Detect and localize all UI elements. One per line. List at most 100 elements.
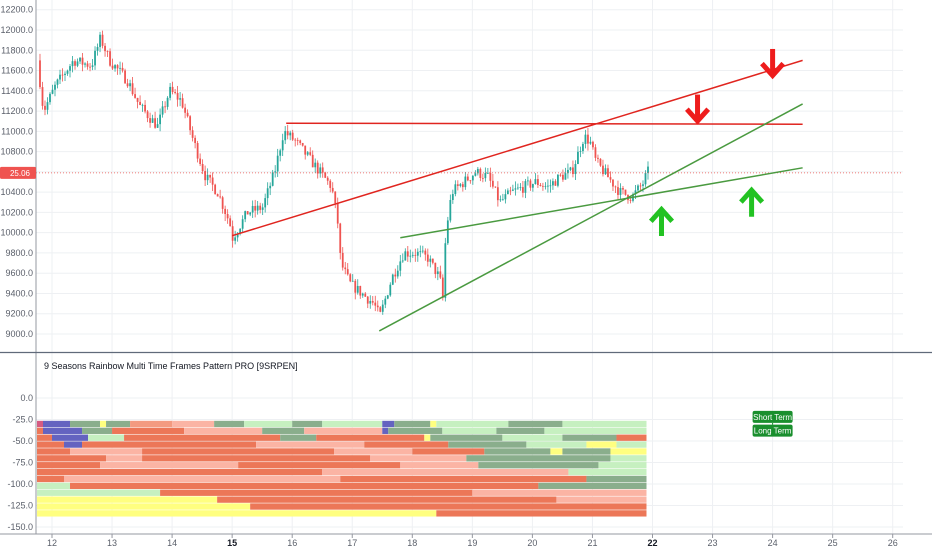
candle-body [96,47,99,51]
candle-body [592,141,594,148]
candle-body [371,301,374,303]
candle-body [179,98,182,100]
candle-body [612,179,614,187]
rainbow-bar [36,462,101,469]
rainbow-bar [472,489,647,496]
candle-body [171,86,174,92]
candle-body [124,70,126,84]
candle-body [339,223,342,253]
signal-arrows [648,48,786,236]
time-tick-label: 18 [407,538,417,548]
rainbow-bar [586,475,647,483]
indicator-tags[interactable]: Short Term Long Term [752,410,793,437]
candle-body [431,258,434,263]
candle-body [506,190,509,195]
candle-body [169,86,171,98]
candle-body [587,134,589,144]
indicator-tick-label: -100.0 [7,479,33,489]
price-tick-label: 12200.0 [0,5,33,15]
candle-body [136,97,139,102]
candle-body [376,305,379,308]
candle-body [174,91,177,93]
candle-body [637,185,639,191]
candle-body [284,131,287,141]
green-up-arrow-icon [739,186,765,217]
rainbow-bar [36,510,437,517]
candle-body [186,112,189,117]
candle-body [199,158,202,164]
candle-body [309,152,312,155]
time-tick-label: 23 [708,538,718,548]
candle-body [361,293,364,296]
candle-body [519,187,522,188]
candle-body [269,185,272,189]
candle-body [542,185,544,187]
candle-body [436,271,439,275]
candle-body [647,166,649,174]
price-tick-label: 10200.0 [0,207,33,217]
candle-body [481,177,484,179]
rainbow-bar [88,434,125,441]
time-tick-label: 17 [347,538,357,548]
candle-body [299,140,302,143]
candle-body [584,134,587,144]
rainbow-bar [36,455,107,462]
rainbow-bar [262,427,305,434]
candle-body [214,184,217,195]
rainbow-bar [184,427,263,434]
trend-line[interactable] [378,103,803,332]
candle-body [51,89,54,94]
candle-body [286,131,289,136]
candle-body [76,61,79,66]
candle-body [501,199,504,201]
candle-body [381,304,384,312]
candle-body [231,226,234,241]
candle-body [424,250,427,255]
rainbow-bar [340,475,587,483]
candle-body [294,139,297,141]
candle-body [331,187,334,192]
rainbow-bar [100,462,239,469]
rainbow-bar [382,427,389,434]
candle-body [209,174,212,178]
rainbow-bar [36,503,251,510]
rainbow-bar [610,448,647,455]
trend-line[interactable] [231,59,803,237]
trend-line[interactable] [400,167,803,239]
candle-body [206,174,209,181]
candle-body [156,124,159,128]
price-tick-label: 9800.0 [5,248,33,258]
trend-lines [36,59,903,332]
candle-body [181,98,184,108]
candle-body [99,34,101,48]
rainbow-bar [436,420,509,428]
trend-line[interactable] [286,122,803,125]
price-tick-label: 9000.0 [5,329,33,339]
rainbow-bar [616,441,647,448]
candle-body [44,105,46,110]
red-down-arrow-icon [760,48,786,80]
rainbow-bar [160,489,473,496]
candle-body [439,271,442,278]
price-tick-label: 10400.0 [0,187,33,197]
candle-body [316,162,319,174]
indicator-tag[interactable]: Long Term [752,424,793,437]
candle-body [399,261,402,271]
indicator-tag[interactable]: Short Term [752,410,793,423]
rainbow-bar [52,434,89,441]
candle-body [79,57,81,62]
rainbow-bar [562,420,647,428]
rainbow-bar [36,482,71,490]
rainbow-bar [36,441,65,448]
candle-body [524,181,527,193]
candle-body [279,150,282,156]
candle-body [94,50,96,66]
time-axis-background [0,534,932,550]
rainbow-bar [394,420,431,428]
candle-body [271,172,274,186]
indicator-tick-label: -75.0 [12,458,33,468]
candle-body [314,162,317,168]
axis-background [0,0,36,534]
candle-body [276,155,279,172]
